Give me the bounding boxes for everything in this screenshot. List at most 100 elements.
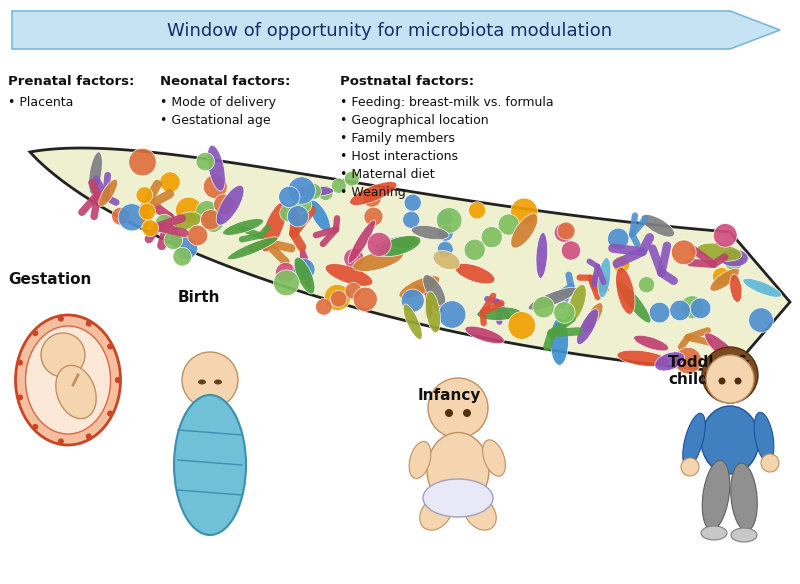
Circle shape <box>344 171 359 186</box>
Ellipse shape <box>174 395 246 535</box>
Ellipse shape <box>426 291 441 333</box>
Text: Gestation: Gestation <box>8 272 91 287</box>
Circle shape <box>607 228 629 249</box>
Text: • Feeding: breast-milk vs. formula: • Feeding: breast-milk vs. formula <box>340 96 554 109</box>
Ellipse shape <box>56 366 96 419</box>
Ellipse shape <box>350 182 397 206</box>
Circle shape <box>274 270 299 296</box>
Circle shape <box>364 207 383 226</box>
Circle shape <box>718 377 726 384</box>
Ellipse shape <box>528 287 578 310</box>
Ellipse shape <box>89 152 102 194</box>
Ellipse shape <box>754 412 774 462</box>
Ellipse shape <box>482 440 506 476</box>
Circle shape <box>712 267 730 286</box>
Text: • Geographical location: • Geographical location <box>340 114 489 127</box>
Ellipse shape <box>423 479 493 517</box>
Circle shape <box>554 223 574 242</box>
Circle shape <box>201 210 221 230</box>
Circle shape <box>278 186 300 207</box>
Text: • Family members: • Family members <box>340 132 455 145</box>
Circle shape <box>115 377 121 383</box>
Circle shape <box>17 394 23 401</box>
Circle shape <box>438 225 453 241</box>
Text: • Gestational age: • Gestational age <box>160 114 270 127</box>
Text: Neonatal factors:: Neonatal factors: <box>160 75 290 88</box>
Polygon shape <box>12 11 780 49</box>
Circle shape <box>32 330 38 336</box>
Circle shape <box>510 198 538 225</box>
Polygon shape <box>30 148 790 372</box>
Circle shape <box>324 284 350 311</box>
Ellipse shape <box>399 276 440 298</box>
Circle shape <box>533 297 554 318</box>
Circle shape <box>17 360 23 366</box>
Ellipse shape <box>702 460 730 530</box>
Ellipse shape <box>222 218 263 235</box>
Ellipse shape <box>290 186 334 197</box>
Circle shape <box>702 347 758 403</box>
Circle shape <box>438 210 453 225</box>
Ellipse shape <box>198 380 206 384</box>
Circle shape <box>129 148 156 176</box>
Circle shape <box>118 204 146 231</box>
Circle shape <box>562 241 581 260</box>
Text: Postnatal factors:: Postnatal factors: <box>340 75 474 88</box>
Circle shape <box>275 262 296 283</box>
Ellipse shape <box>207 145 226 191</box>
Circle shape <box>155 214 174 233</box>
Circle shape <box>214 194 234 214</box>
Circle shape <box>173 247 192 266</box>
Circle shape <box>41 333 85 377</box>
Ellipse shape <box>719 249 748 267</box>
Ellipse shape <box>577 309 598 345</box>
Circle shape <box>714 224 737 247</box>
Circle shape <box>402 211 420 228</box>
Ellipse shape <box>261 202 287 252</box>
Circle shape <box>164 231 182 249</box>
Ellipse shape <box>743 279 782 297</box>
Text: Window of opportunity for microbiota modulation: Window of opportunity for microbiota mod… <box>167 22 613 40</box>
Ellipse shape <box>654 352 685 371</box>
Circle shape <box>107 411 113 416</box>
Circle shape <box>650 303 670 323</box>
Circle shape <box>638 277 654 293</box>
Circle shape <box>139 203 156 220</box>
Ellipse shape <box>15 315 121 445</box>
Ellipse shape <box>411 225 449 239</box>
Circle shape <box>481 227 502 248</box>
Circle shape <box>107 343 113 349</box>
Circle shape <box>681 296 703 318</box>
Circle shape <box>86 321 92 326</box>
Circle shape <box>142 220 158 237</box>
Ellipse shape <box>299 248 312 289</box>
Circle shape <box>175 197 202 223</box>
Ellipse shape <box>98 179 118 207</box>
Ellipse shape <box>730 274 742 303</box>
Circle shape <box>331 178 346 193</box>
Ellipse shape <box>420 496 452 530</box>
Circle shape <box>160 172 180 192</box>
Circle shape <box>589 272 610 293</box>
Ellipse shape <box>641 214 674 237</box>
Ellipse shape <box>701 406 759 474</box>
Ellipse shape <box>216 185 244 225</box>
Circle shape <box>305 183 322 200</box>
Circle shape <box>136 187 153 204</box>
Circle shape <box>293 259 315 280</box>
Ellipse shape <box>374 238 412 256</box>
Circle shape <box>734 377 742 384</box>
Circle shape <box>438 241 454 257</box>
Circle shape <box>613 256 630 273</box>
Text: Infancy: Infancy <box>418 388 482 403</box>
Circle shape <box>175 237 198 259</box>
Ellipse shape <box>409 442 431 478</box>
Ellipse shape <box>550 318 569 366</box>
Circle shape <box>318 186 333 200</box>
Circle shape <box>58 315 64 322</box>
Ellipse shape <box>710 268 739 291</box>
Circle shape <box>761 454 779 472</box>
Ellipse shape <box>386 236 418 249</box>
Circle shape <box>187 225 208 246</box>
Ellipse shape <box>214 380 222 384</box>
